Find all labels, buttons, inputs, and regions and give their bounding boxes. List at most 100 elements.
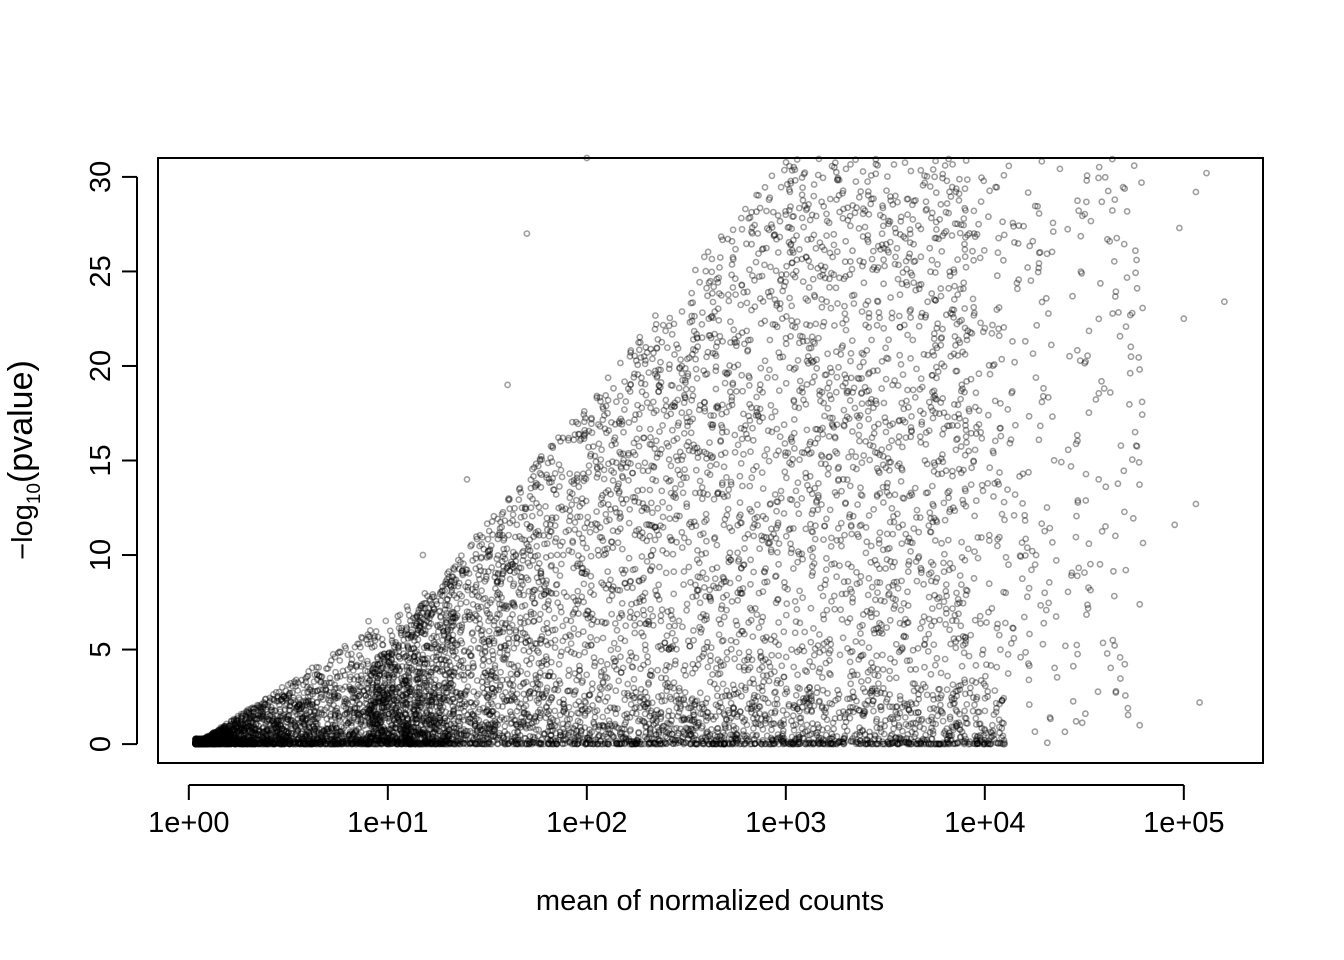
data-point: [272, 738, 279, 746]
data-point: [259, 725, 266, 732]
data-point: [866, 456, 874, 464]
data-point: [231, 740, 239, 748]
data-point: [847, 222, 854, 230]
data-point: [728, 261, 736, 268]
data-point: [192, 740, 199, 748]
data-point: [332, 668, 339, 676]
data-point: [855, 224, 863, 232]
data-point: [252, 725, 260, 733]
data-point: [849, 598, 856, 606]
data-point: [555, 660, 563, 668]
data-point: [819, 674, 826, 681]
data-point: [210, 740, 218, 748]
data-point: [372, 740, 380, 748]
data-point: [871, 556, 879, 564]
data-point: [277, 730, 284, 738]
data-point: [200, 737, 208, 745]
data-point: [754, 230, 762, 237]
data-point: [414, 739, 422, 747]
data-point: [826, 195, 834, 203]
data-point: [410, 706, 418, 714]
data-point: [255, 730, 262, 738]
data-point: [262, 740, 270, 748]
data-point: [846, 615, 854, 622]
data-point: [379, 664, 386, 672]
data-point: [937, 285, 945, 292]
data-point: [322, 679, 330, 687]
data-point: [864, 178, 871, 185]
data-point: [757, 364, 765, 372]
data-point: [961, 240, 968, 248]
data-point: [763, 672, 771, 679]
data-point: [318, 726, 325, 733]
data-point: [771, 668, 778, 676]
data-point: [824, 404, 832, 412]
data-point: [604, 374, 612, 382]
data-point: [880, 280, 887, 288]
data-point: [775, 619, 782, 626]
data-point: [227, 738, 235, 746]
data-point: [687, 299, 695, 307]
data-point: [201, 738, 209, 746]
data-point: [236, 726, 244, 734]
data-point: [824, 470, 832, 478]
data-point: [267, 703, 275, 711]
data-point: [945, 284, 953, 292]
data-point: [323, 704, 331, 711]
data-point: [387, 721, 395, 729]
data-point: [328, 740, 336, 748]
data-point: [410, 708, 418, 716]
data-point: [703, 537, 710, 545]
data-point: [855, 193, 863, 201]
data-point: [654, 504, 662, 512]
data-point: [647, 404, 654, 412]
data-point: [668, 330, 676, 338]
data-point: [383, 740, 391, 748]
data-point: [738, 225, 746, 233]
data-point: [950, 295, 958, 303]
data-point: [929, 414, 937, 422]
data-point: [665, 504, 673, 512]
data-point: [960, 215, 968, 222]
data-point: [911, 393, 919, 401]
data-point: [385, 692, 393, 700]
data-point: [401, 653, 408, 661]
data-point: [879, 222, 887, 230]
data-point: [293, 705, 300, 713]
data-point: [854, 374, 862, 382]
data-point: [371, 720, 379, 728]
data-point: [756, 545, 763, 553]
data-point: [286, 740, 294, 748]
data-point: [208, 738, 216, 746]
data-point: [213, 738, 221, 745]
data-point: [252, 731, 259, 738]
data-point: [960, 279, 968, 287]
data-point: [262, 740, 270, 748]
data-point: [402, 672, 410, 680]
data-point: [689, 660, 697, 668]
data-point: [612, 687, 620, 695]
data-point: [890, 513, 897, 520]
data-point: [302, 715, 309, 723]
data-point: [865, 314, 873, 321]
data-point: [647, 605, 654, 613]
data-point: [681, 466, 688, 473]
data-point: [215, 727, 223, 734]
data-point: [272, 688, 280, 696]
data-point: [427, 668, 435, 676]
data-point: [214, 737, 222, 745]
data-point: [431, 737, 439, 744]
data-point: [895, 312, 903, 320]
data-point: [204, 740, 212, 747]
data-point: [279, 738, 287, 746]
data-point: [904, 211, 911, 218]
data-point: [766, 366, 773, 374]
data-point: [348, 728, 356, 736]
data-point: [678, 409, 686, 417]
data-point: [193, 740, 200, 748]
data-point: [949, 681, 957, 688]
data-point: [231, 719, 238, 726]
data-point: [696, 477, 704, 485]
data-point: [832, 348, 840, 356]
data-point: [338, 723, 345, 731]
